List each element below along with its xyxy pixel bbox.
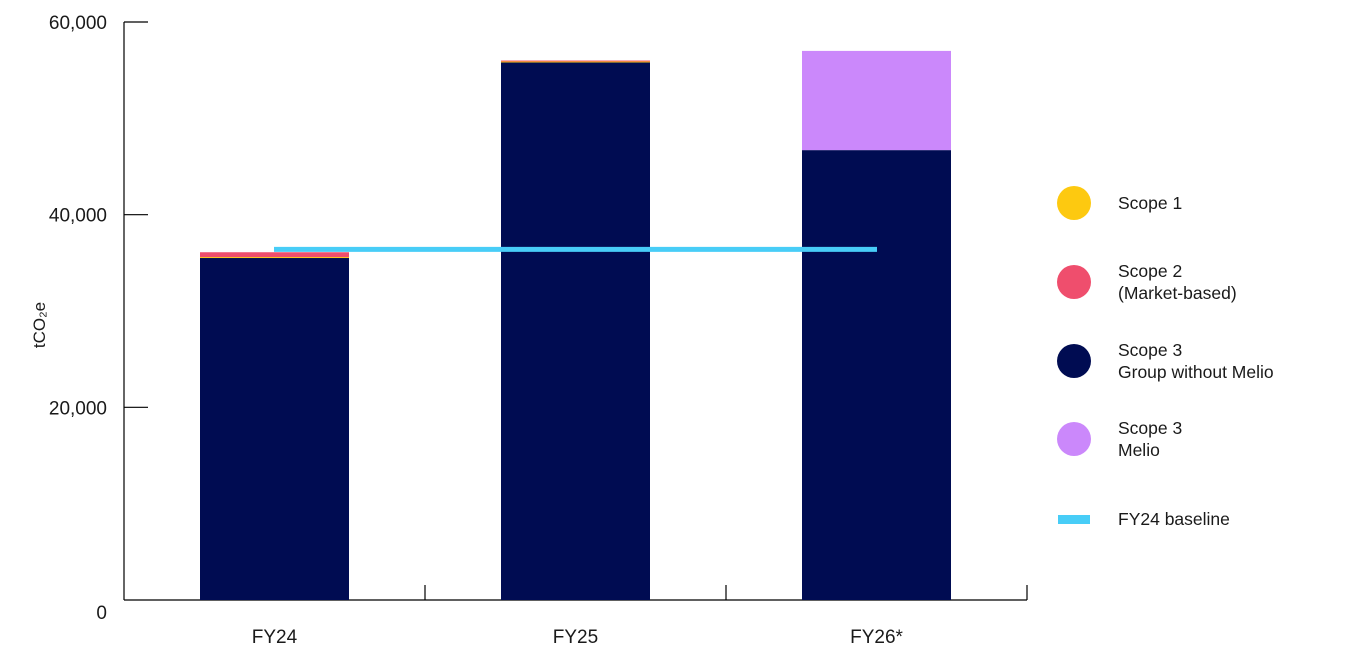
bar-segment xyxy=(200,252,349,258)
y-tick-label: 60,000 xyxy=(49,13,107,34)
y-tick-label: 20,000 xyxy=(49,398,107,419)
x-tick-label: FY24 xyxy=(252,627,298,648)
bar-segment xyxy=(200,258,349,600)
legend-label: Group without Melio xyxy=(1118,362,1274,382)
bar-segment xyxy=(501,60,650,62)
bar-segment xyxy=(501,62,650,600)
bar-stack xyxy=(802,50,951,600)
legend-label: Melio xyxy=(1118,440,1160,460)
y-axis-label: tCO₂e xyxy=(30,302,49,348)
legend-item: Scope 1 xyxy=(1057,186,1182,220)
legend-swatch xyxy=(1058,515,1090,524)
bar-segment xyxy=(501,61,650,63)
legend-item: Scope 2(Market-based) xyxy=(1057,261,1237,303)
y-tick-label: 40,000 xyxy=(49,206,107,227)
legend-label: Scope 3 xyxy=(1118,340,1182,360)
legend-swatch xyxy=(1057,422,1091,456)
legend-swatch xyxy=(1057,186,1091,220)
legend-label: (Market-based) xyxy=(1118,283,1237,303)
bars xyxy=(200,50,951,600)
bar-segment xyxy=(802,150,951,600)
legend-label: Scope 2 xyxy=(1118,261,1182,281)
bar-stack xyxy=(501,60,650,600)
legend-label: Scope 3 xyxy=(1118,418,1182,438)
bar-segment xyxy=(802,50,951,151)
legend-item: FY24 baseline xyxy=(1058,509,1230,529)
bar-stack xyxy=(200,252,349,600)
x-tick-label: FY25 xyxy=(553,627,598,648)
legend-label: FY24 baseline xyxy=(1118,509,1230,529)
legend-swatch xyxy=(1057,344,1091,378)
y-tick-label: 0 xyxy=(96,603,107,624)
y-axis: 0 20,000 40,000 60,000 tCO₂e xyxy=(30,13,148,624)
legend-label: Scope 1 xyxy=(1118,193,1182,213)
legend-swatch xyxy=(1057,265,1091,299)
x-tick-label: FY26* xyxy=(850,627,903,648)
bar-segment xyxy=(200,257,349,259)
